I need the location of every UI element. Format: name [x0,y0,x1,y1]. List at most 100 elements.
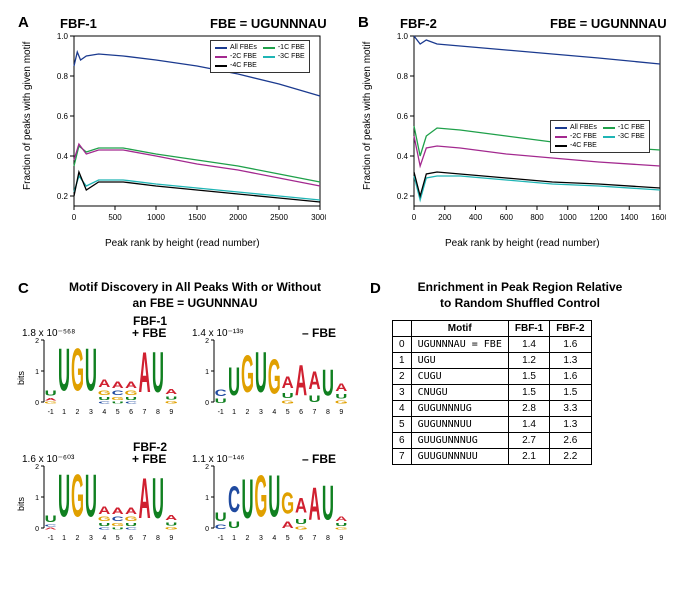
svg-text:C: C [125,401,138,405]
svg-text:1200: 1200 [590,213,608,222]
svg-text:5: 5 [116,535,120,542]
svg-text:1500: 1500 [188,213,206,222]
svg-text:0.6: 0.6 [57,112,69,121]
panel-b-legend: All FBEs-1C FBE-2C FBE-3C FBE-4C FBE [550,120,650,153]
svg-text:-1: -1 [218,409,224,416]
svg-text:A: A [295,355,307,404]
svg-text:2: 2 [76,409,80,416]
svg-text:U: U [228,520,240,530]
svg-text:U: U [112,401,124,405]
logo-fbf1-plus: 012-1GAU1U2G3U4CUGA5UGCA6CUGA7A8U9GUA [30,338,180,416]
panel-c-label: C [18,280,29,297]
svg-text:A: A [98,504,110,516]
svg-text:C: C [215,388,227,398]
svg-text:G: G [71,338,84,404]
svg-text:G: G [125,390,138,397]
svg-text:1: 1 [232,409,236,416]
svg-text:A: A [125,506,137,516]
panel-b-title: FBF-2 [400,16,437,31]
svg-text:U: U [241,468,253,530]
svg-text:400: 400 [469,213,483,222]
svg-text:U: U [85,338,97,404]
svg-text:0: 0 [412,213,417,222]
panel-a-ylabel: Fraction of peaks with given motif [22,42,33,190]
panel-a-title: FBF-1 [60,16,97,31]
svg-text:U: U [98,522,110,527]
svg-text:2: 2 [246,409,250,416]
svg-text:U: U [228,359,240,405]
svg-text:500: 500 [108,213,122,222]
svg-text:6: 6 [129,409,133,416]
svg-text:8: 8 [326,409,330,416]
svg-text:9: 9 [339,535,343,542]
svg-text:A: A [112,380,124,390]
svg-text:C: C [215,524,227,531]
svg-text:1: 1 [35,495,39,502]
svg-text:U: U [165,521,177,526]
svg-text:G: G [98,389,111,397]
panel-a-xlabel: Peak rank by height (read number) [105,238,260,249]
svg-text:2: 2 [205,464,209,471]
svg-text:7: 7 [143,409,147,416]
svg-text:0.4: 0.4 [57,152,69,161]
svg-text:6: 6 [299,409,303,416]
svg-text:A: A [335,381,347,393]
svg-text:A: A [282,520,294,530]
svg-text:G: G [165,526,178,530]
svg-text:9: 9 [339,409,343,416]
svg-text:G: G [165,400,178,404]
svg-text:0: 0 [205,400,209,407]
svg-text:G: G [98,516,111,523]
svg-text:600: 600 [500,213,514,222]
svg-text:2: 2 [76,535,80,542]
panel-d-title2: to Random Shuffled Control [390,296,650,310]
svg-text:3: 3 [259,535,263,542]
svg-text:8: 8 [156,535,160,542]
svg-text:G: G [295,525,308,530]
svg-text:A: A [308,478,320,530]
svg-text:U: U [322,363,334,404]
svg-text:2: 2 [246,535,250,542]
svg-text:U: U [335,393,347,400]
svg-text:8: 8 [156,409,160,416]
svg-text:A: A [45,397,57,401]
svg-text:4: 4 [272,409,276,416]
svg-text:0: 0 [72,213,77,222]
svg-text:U: U [165,395,177,400]
svg-text:C: C [112,390,124,397]
svg-text:7: 7 [313,535,317,542]
svg-text:A: A [112,506,124,516]
svg-text:-1: -1 [218,535,224,542]
svg-text:8: 8 [326,535,330,542]
svg-text:A: A [295,494,307,519]
svg-text:A: A [165,387,178,396]
svg-text:7: 7 [313,409,317,416]
svg-text:0: 0 [35,526,39,533]
svg-text:0: 0 [205,526,209,533]
svg-text:U: U [45,389,57,398]
svg-text:U: U [152,340,164,404]
svg-text:1: 1 [205,369,209,376]
svg-text:1000: 1000 [147,213,165,222]
svg-text:G: G [241,346,254,404]
svg-text:0.2: 0.2 [397,192,409,201]
svg-text:-1: -1 [48,535,54,542]
svg-text:C: C [45,524,58,528]
svg-text:3: 3 [89,535,93,542]
svg-text:C: C [98,527,111,531]
svg-text:9: 9 [169,535,173,542]
svg-text:-1: -1 [48,409,54,416]
svg-text:5: 5 [286,409,290,416]
panel-c-title1: Motif Discovery in All Peaks With or Wit… [50,280,340,294]
svg-text:G: G [111,396,124,401]
svg-text:800: 800 [530,213,544,222]
svg-text:U: U [125,396,137,401]
svg-text:6: 6 [129,535,133,542]
svg-text:G: G [281,399,294,404]
svg-text:7: 7 [143,535,147,542]
panel-d-table-wrap: MotifFBF-1FBF-20UGUNNNAU = FBE1.41.61UGU… [392,320,592,465]
svg-text:G: G [268,348,281,404]
svg-text:A: A [45,527,58,531]
panel-d-label: D [370,280,381,297]
svg-text:4: 4 [102,409,106,416]
